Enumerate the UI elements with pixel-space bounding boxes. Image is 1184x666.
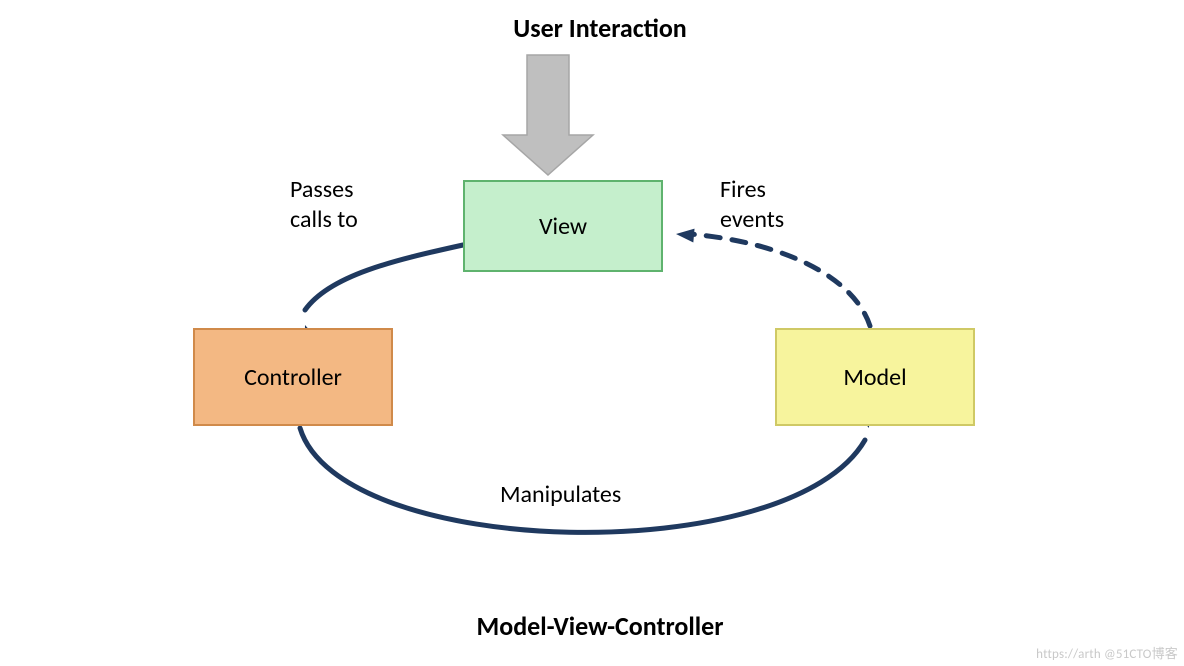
edge-controller-to-model — [300, 409, 869, 533]
edges-layer — [0, 0, 1184, 666]
watermark: https://arth @51CTO博客 — [1036, 643, 1178, 662]
label-manipulates: Manipulates — [500, 480, 621, 510]
node-view: View — [463, 180, 663, 272]
title-user-interaction: User Interaction — [470, 12, 730, 46]
label-fires-events: Firesevents — [720, 175, 784, 235]
user-interaction-arrow — [503, 55, 593, 175]
node-model: Model — [775, 328, 975, 426]
node-controller: Controller — [193, 328, 393, 426]
label-passes-calls-to: Passescalls to — [290, 175, 358, 235]
edge-model-to-view — [676, 229, 870, 326]
big-arrow-path — [503, 55, 593, 175]
diagram-stage: User Interaction Model-View-Controller V… — [0, 0, 1184, 666]
title-mvc: Model-View-Controller — [430, 610, 770, 644]
